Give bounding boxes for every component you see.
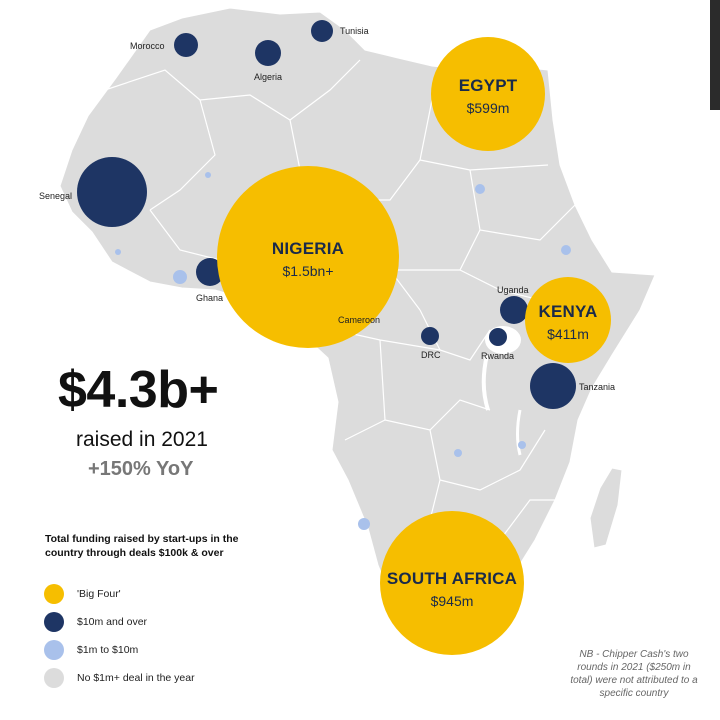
headline-growth: +150% YoY: [88, 458, 194, 480]
legend-dot-none: [44, 668, 64, 688]
label-tunisia: Tunisia: [340, 26, 369, 36]
legend-item-over-10m: $10m and over: [64, 611, 147, 633]
egypt-value: $599m: [466, 100, 510, 116]
legend-label: $10m and over: [77, 616, 148, 628]
headline-subtitle: raised in 2021: [76, 428, 208, 451]
label-nigeria: NIGERIA $1.5bn+: [248, 239, 368, 279]
nigeria-name: NIGERIA: [271, 239, 345, 258]
legend-item-1m-10m: $1m to $10m: [64, 639, 138, 661]
label-senegal: Senegal: [39, 191, 73, 201]
egypt-name: EGYPT: [458, 76, 518, 95]
label-egypt: EGYPT $599m: [438, 76, 538, 116]
label-drc: DRC: [421, 350, 441, 360]
legend-title: Total funding raised by start-ups in the…: [45, 533, 239, 559]
bubble-nigeria: [217, 166, 399, 348]
dot-rwanda: [489, 328, 507, 346]
light-dot: [518, 441, 526, 449]
dot-senegal: [77, 157, 147, 227]
light-dot: [173, 270, 187, 284]
light-dot: [358, 518, 370, 530]
legend-dot-big-four: [44, 584, 64, 604]
lake-malawi: [516, 409, 522, 456]
dot-ghana: [196, 258, 224, 286]
south-africa-name: SOUTH AFRICA: [386, 569, 518, 588]
nigeria-value: $1.5bn+: [282, 263, 334, 279]
bubble-egypt: [431, 37, 545, 151]
kenya-name: KENYA: [538, 302, 598, 321]
light-dot: [475, 184, 485, 194]
label-morocco: Morocco: [130, 41, 165, 51]
light-dot: [205, 172, 211, 178]
right-edge-strip: [710, 0, 720, 110]
dot-uganda: [500, 296, 528, 324]
dot-morocco: [174, 33, 198, 57]
light-dot: [561, 245, 571, 255]
lake-tanganyika: [481, 354, 490, 411]
label-uganda: Uganda: [497, 285, 529, 295]
legend-dot-1m-10m: [44, 640, 64, 660]
legend-label: $1m to $10m: [77, 644, 139, 656]
legend-item-none: No $1m+ deal in the year: [64, 667, 195, 689]
headline-amount: $4.3b+: [58, 361, 219, 419]
big-four-bubbles: [217, 37, 611, 655]
label-ghana: Ghana: [196, 293, 224, 303]
light-dot: [454, 449, 462, 457]
legend-item-big-four: 'Big Four': [64, 583, 121, 605]
right-edge-white: [714, 110, 720, 720]
footnote: NB - Chipper Cash's two rounds in 2021 (…: [570, 649, 698, 699]
south-africa-value: $945m: [430, 593, 474, 609]
label-cameroon: Cameroon: [338, 315, 381, 325]
legend-label: No $1m+ deal in the year: [77, 672, 195, 684]
dot-tanzania: [530, 363, 576, 409]
label-south-africa: SOUTH AFRICA $945m: [382, 569, 522, 609]
dot-drc: [421, 327, 439, 345]
light-dot: [115, 249, 121, 255]
kenya-value: $411m: [547, 326, 589, 342]
bubble-south-africa: [380, 511, 524, 655]
legend-dot-over-10m: [44, 612, 64, 632]
label-kenya: KENYA $411m: [528, 302, 608, 342]
label-tanzania: Tanzania: [579, 382, 616, 392]
label-algeria: Algeria: [254, 72, 283, 82]
label-rwanda: Rwanda: [481, 351, 515, 361]
dot-tunisia: [311, 20, 333, 42]
madagascar: [589, 467, 623, 549]
bubble-kenya: [525, 277, 611, 363]
dot-algeria: [255, 40, 281, 66]
legend-label: 'Big Four': [77, 588, 121, 600]
